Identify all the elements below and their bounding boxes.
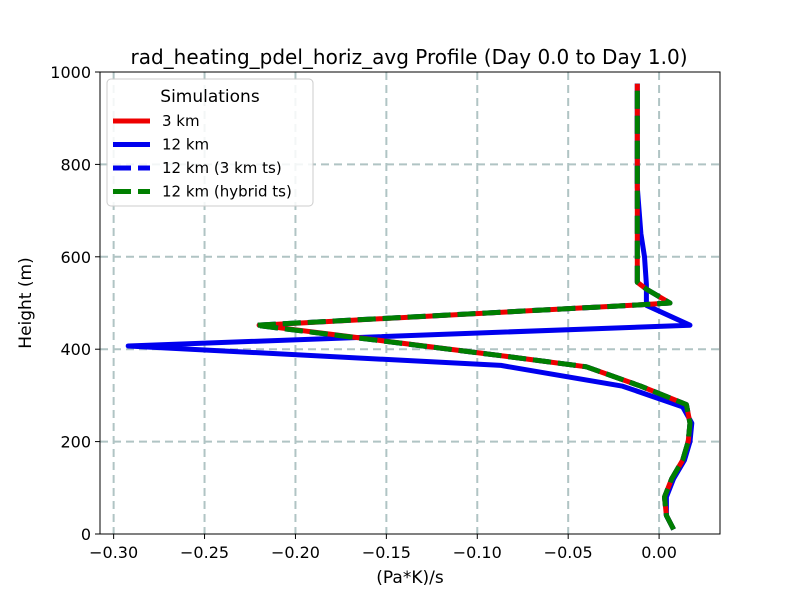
y-tick-label: 400 xyxy=(60,340,91,359)
chart-title: rad_heating_pdel_horiz_avg Profile (Day … xyxy=(130,45,687,69)
series-line-12-km-hybrid-ts xyxy=(253,83,693,531)
legend-label: 12 km (3 km ts) xyxy=(162,159,282,177)
x-tick-label: −0.25 xyxy=(180,543,229,562)
x-tick-label: −0.05 xyxy=(544,543,593,562)
x-axis-label: (Pa*K)/s xyxy=(376,568,444,588)
y-tick-label: 800 xyxy=(60,155,91,174)
legend-title: Simulations xyxy=(160,87,260,107)
legend-label: 3 km xyxy=(162,112,200,130)
x-tick-label: −0.15 xyxy=(362,543,411,562)
y-tick-label: 0 xyxy=(81,525,91,544)
x-tick-label: −0.10 xyxy=(453,543,502,562)
axis-ticks: −0.30 −0.25 −0.20 −0.15 −0.10 −0.05 0.00 0 200 40… xyxy=(50,63,677,562)
y-tick-label: 200 xyxy=(60,433,91,452)
legend: Simulations 3 km 12 km 12 km (3 km ts) 12 k… xyxy=(106,78,314,207)
x-tick-label: 0.00 xyxy=(641,543,677,562)
legend-box xyxy=(106,78,314,207)
plot-frame xyxy=(99,71,721,535)
x-tick-label: −0.20 xyxy=(271,543,320,562)
grid xyxy=(100,72,720,534)
legend-label: 12 km (hybrid ts) xyxy=(162,183,292,201)
legend-items: 3 km 12 km 12 km (3 km ts) 12 km (hybrid ts… xyxy=(113,112,292,201)
legend-label: 12 km xyxy=(162,136,209,154)
y-axis-label: Height (m) xyxy=(16,257,36,348)
y-tick-label: 1000 xyxy=(50,63,91,82)
series-group xyxy=(125,83,695,531)
x-tick-label: −0.30 xyxy=(89,543,138,562)
y-tick-label: 600 xyxy=(60,248,91,267)
